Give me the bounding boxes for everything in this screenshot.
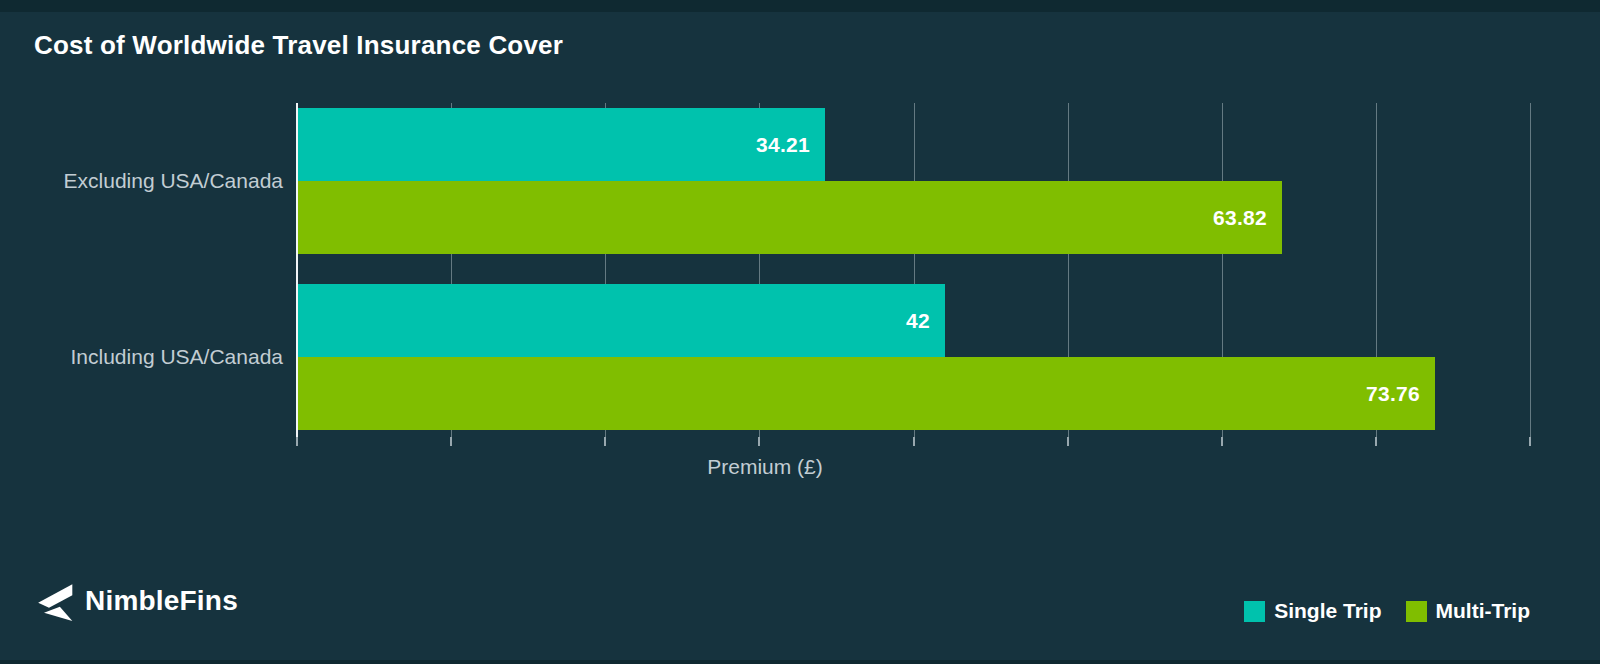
legend-label-multi-trip: Multi-Trip bbox=[1436, 599, 1530, 623]
axis-tick bbox=[1375, 437, 1377, 446]
axis-tick bbox=[296, 437, 298, 446]
axis-tick bbox=[604, 437, 606, 446]
bar-value-label: 73.76 bbox=[1366, 382, 1435, 406]
x-axis-label: Premium (£) bbox=[465, 455, 1065, 479]
nimblefins-arrow-icon bbox=[34, 581, 74, 621]
nimblefins-logo: NimbleFins bbox=[34, 580, 238, 622]
bar-value-label: 63.82 bbox=[1213, 206, 1282, 230]
legend-item-multi-trip: Multi-Trip bbox=[1406, 599, 1530, 623]
axis-tick bbox=[1529, 437, 1531, 446]
single-trip-swatch-icon bbox=[1244, 601, 1265, 622]
logo-text: NimbleFins bbox=[85, 585, 238, 617]
category-label: Including USA/Canada bbox=[0, 343, 283, 371]
axis-tick bbox=[913, 437, 915, 446]
axis-tick bbox=[1221, 437, 1223, 446]
bar-multi-trip-including: 73.76 bbox=[298, 357, 1435, 430]
gridline bbox=[1530, 103, 1531, 437]
legend: Single Trip Multi-Trip bbox=[1244, 599, 1530, 623]
axis-tick bbox=[450, 437, 452, 446]
bar-value-label: 42 bbox=[906, 309, 945, 333]
legend-label-single-trip: Single Trip bbox=[1274, 599, 1381, 623]
chart-canvas: Cost of Worldwide Travel Insurance Cover… bbox=[0, 0, 1600, 664]
bar-single-trip-excluding: 34.21 bbox=[298, 108, 825, 181]
legend-item-single-trip: Single Trip bbox=[1244, 599, 1381, 623]
plot-area: 34.21 63.82 Excluding USA/Canada 42 73.76 Inc… bbox=[0, 0, 1600, 664]
bar-single-trip-including: 42 bbox=[298, 284, 945, 357]
bar-value-label: 34.21 bbox=[756, 133, 825, 157]
axis-tick bbox=[758, 437, 760, 446]
multi-trip-swatch-icon bbox=[1406, 601, 1427, 622]
bar-multi-trip-excluding: 63.82 bbox=[298, 181, 1282, 254]
category-label: Excluding USA/Canada bbox=[0, 167, 283, 195]
axis-tick bbox=[1067, 437, 1069, 446]
